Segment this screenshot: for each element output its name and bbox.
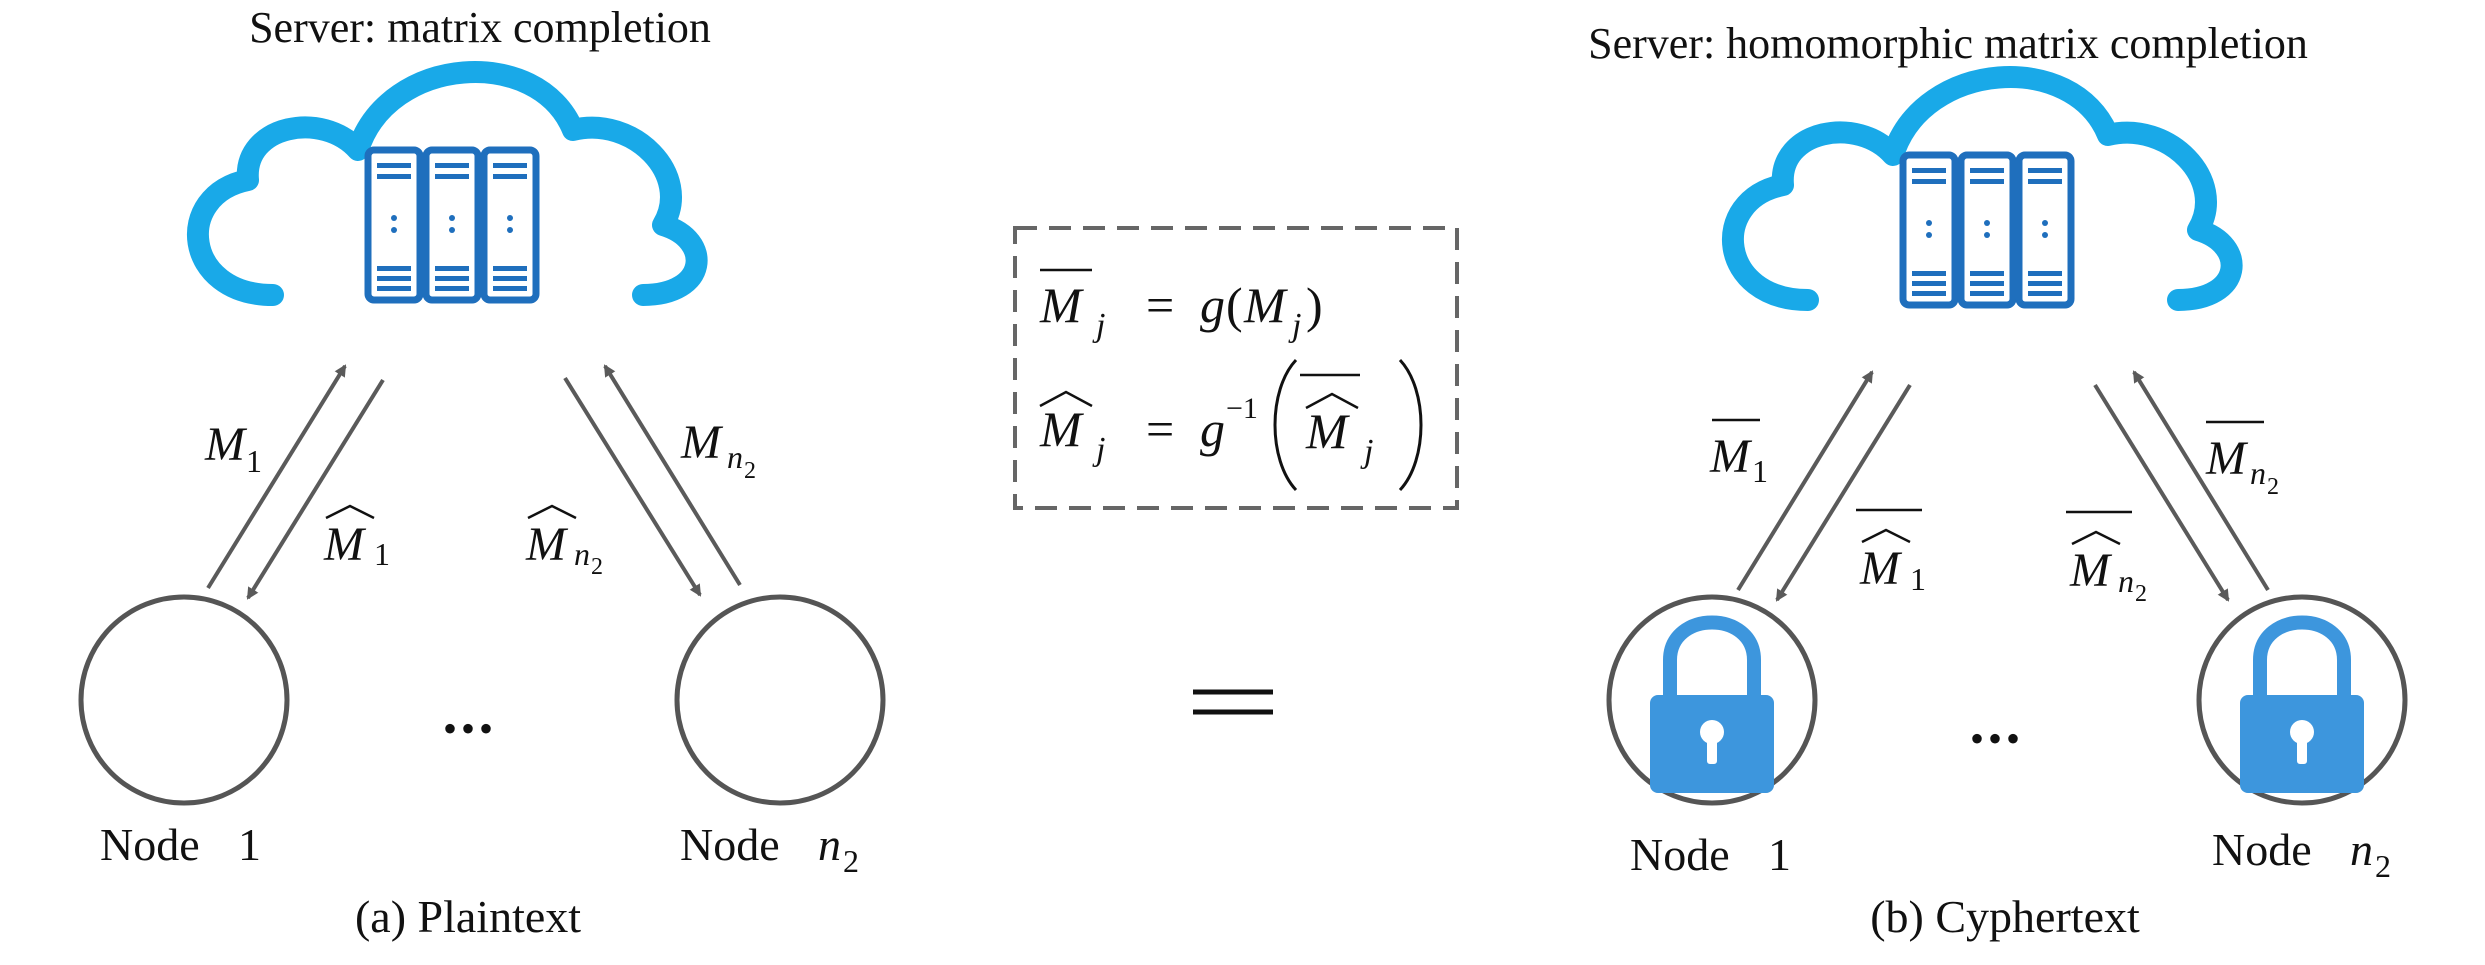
svg-text:n: n [2350, 824, 2373, 875]
svg-text:Node: Node [2212, 824, 2312, 875]
panel-cyphertext: Server: homomorphic matrix completion M … [1588, 19, 2408, 942]
equation-1: M j = g ( M j ) [1039, 268, 1323, 344]
node-1-label: Node 1 [100, 819, 261, 870]
panel-plaintext: Server: matrix completion M 1 M 1 M n 2 … [78, 3, 886, 942]
svg-text:M: M [1859, 542, 1903, 595]
arrow-node1-to-server [206, 364, 347, 590]
arrow-server-to-noden2 [2093, 383, 2230, 602]
cloud-server-icon [1733, 77, 2232, 305]
svg-text:1: 1 [1768, 829, 1791, 880]
svg-text:1: 1 [374, 536, 390, 572]
equivalence-sign [1193, 689, 1273, 715]
svg-text:=: = [1146, 277, 1174, 333]
svg-text:2: 2 [2267, 474, 2279, 500]
node-1-circle [78, 594, 290, 806]
svg-text:n: n [2118, 563, 2134, 599]
padlock-icon [2240, 623, 2364, 794]
node-n2-circle [2196, 594, 2408, 806]
svg-text:M: M [2069, 544, 2113, 597]
ellipsis: ••• [1970, 716, 2024, 761]
svg-text:M: M [1709, 430, 1753, 483]
node-n2-label: Node n 2 [2212, 824, 2391, 884]
svg-text:j: j [1288, 307, 1301, 344]
label-Mbarhat1: M 1 [1856, 508, 1926, 597]
equation-2: M j = g −1 M j [1039, 358, 1423, 492]
svg-text:1: 1 [238, 819, 261, 870]
label-Mhatn2: M n 2 [525, 504, 603, 580]
svg-text:2: 2 [2375, 848, 2391, 884]
label-Mbar1: M 1 [1709, 418, 1768, 489]
svg-text:j: j [1092, 431, 1105, 468]
svg-text:(: ( [1226, 277, 1243, 333]
padlock-icon [1650, 623, 1774, 794]
node-1-label: Node 1 [1630, 829, 1791, 880]
arrow-server-to-noden2 [563, 376, 702, 597]
ellipsis: ••• [443, 706, 497, 751]
label-Mhat1: M 1 [323, 504, 390, 572]
arrow-server-to-node1 [1775, 383, 1912, 602]
svg-text:1: 1 [1752, 453, 1768, 489]
svg-text:n: n [2250, 455, 2266, 491]
svg-text:1: 1 [246, 443, 262, 479]
svg-text:Node: Node [1630, 829, 1730, 880]
svg-text:1: 1 [1910, 561, 1926, 597]
svg-text:M: M [1243, 277, 1288, 333]
server-title-cyphertext: Server: homomorphic matrix completion [1588, 19, 2308, 68]
svg-text:Node: Node [680, 819, 780, 870]
svg-text:M: M [1039, 277, 1084, 333]
equation-box: M j = g ( M j ) M j = g −1 M j [1013, 226, 1459, 510]
caption-cyphertext: (b) Cyphertext [1870, 891, 2140, 942]
svg-text:=: = [1146, 401, 1174, 457]
svg-text:j: j [1360, 433, 1373, 470]
svg-text:n: n [727, 439, 743, 475]
svg-text:M: M [525, 518, 569, 571]
cloud-server-icon [198, 72, 697, 300]
svg-text:Node: Node [100, 819, 200, 870]
arrow-server-to-node1 [246, 378, 385, 600]
svg-text:2: 2 [744, 458, 756, 484]
svg-text:−1: −1 [1226, 392, 1258, 425]
node-1-circle [1606, 594, 1818, 806]
label-Mbarhatn2: M n 2 [2066, 510, 2147, 607]
arrow-noden2-to-server [603, 364, 742, 587]
svg-text:n: n [818, 819, 841, 870]
svg-text:M: M [323, 518, 367, 571]
node-n2-circle [674, 594, 886, 806]
label-M1: M 1 [204, 418, 262, 479]
caption-plaintext: (a) Plaintext [355, 891, 581, 942]
server-title-plaintext: Server: matrix completion [249, 3, 711, 52]
svg-text:M: M [1305, 403, 1350, 459]
arrow-noden2-to-server [2132, 370, 2270, 592]
node-n2-label: Node n 2 [680, 819, 859, 879]
svg-text:j: j [1092, 307, 1105, 344]
svg-text:M: M [204, 418, 248, 471]
svg-text:2: 2 [2135, 581, 2147, 607]
arrow-node1-to-server [1736, 370, 1874, 592]
svg-text:2: 2 [843, 843, 859, 879]
label-Mbarn2: M n 2 [2205, 420, 2279, 500]
svg-text:n: n [574, 536, 590, 572]
svg-text:): ) [1306, 277, 1323, 333]
svg-text:2: 2 [591, 554, 603, 580]
svg-text:M: M [680, 416, 724, 469]
svg-text:M: M [1039, 401, 1084, 457]
svg-text:g: g [1200, 401, 1225, 457]
svg-text:M: M [2205, 432, 2249, 485]
svg-text:g: g [1200, 277, 1225, 333]
label-Mn2: M n 2 [680, 416, 756, 484]
